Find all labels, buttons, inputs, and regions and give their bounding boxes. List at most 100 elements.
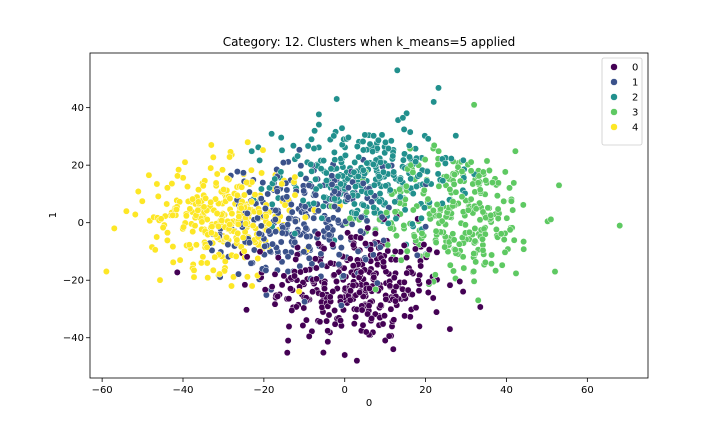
data-point-4 <box>233 236 241 244</box>
data-point-0 <box>370 273 378 281</box>
data-point-4 <box>190 273 198 281</box>
data-point-1 <box>344 184 352 192</box>
data-point-3 <box>420 186 428 194</box>
data-point-3 <box>520 238 528 246</box>
data-point-4 <box>244 138 252 146</box>
data-point-4 <box>281 201 289 209</box>
data-point-2 <box>359 166 367 174</box>
data-point-0 <box>312 264 320 272</box>
data-point-2 <box>278 146 286 154</box>
data-point-2 <box>396 193 404 201</box>
data-point-1 <box>302 175 310 183</box>
data-point-4 <box>243 179 251 186</box>
data-point-2 <box>363 159 371 167</box>
data-point-3 <box>484 204 492 212</box>
data-point-0 <box>379 320 387 328</box>
data-point-1 <box>380 237 388 244</box>
data-point-1 <box>233 168 241 176</box>
data-point-3 <box>438 217 446 225</box>
y-tick-label: 40 <box>71 103 84 114</box>
data-point-2 <box>361 131 369 139</box>
data-point-4 <box>213 210 221 217</box>
data-point-3 <box>407 161 415 169</box>
data-point-4 <box>154 192 162 200</box>
legend-marker-2 <box>610 93 618 101</box>
data-point-1 <box>257 222 265 230</box>
data-point-1 <box>310 214 318 222</box>
data-point-0 <box>403 254 411 262</box>
data-point-4 <box>200 203 208 211</box>
data-point-3 <box>489 179 496 186</box>
data-point-1 <box>224 241 232 249</box>
data-point-2 <box>439 177 447 185</box>
data-point-0 <box>324 327 332 335</box>
data-point-2 <box>359 138 367 145</box>
data-point-0 <box>365 284 373 292</box>
data-point-2 <box>399 156 407 164</box>
data-point-1 <box>335 260 343 268</box>
data-point-0 <box>380 258 387 266</box>
data-point-0 <box>314 230 322 238</box>
data-point-0 <box>391 297 399 305</box>
data-point-4 <box>240 247 248 255</box>
data-point-2 <box>334 172 342 180</box>
data-point-4 <box>232 252 240 260</box>
data-point-4 <box>122 207 130 215</box>
data-point-0 <box>400 241 408 249</box>
y-tick-label: 0 <box>78 218 84 229</box>
data-point-1 <box>288 208 296 216</box>
data-point-1 <box>331 187 339 195</box>
data-point-2 <box>367 188 375 196</box>
data-point-2 <box>353 143 361 150</box>
data-point-2 <box>352 210 360 218</box>
data-point-0 <box>429 294 437 302</box>
data-point-0 <box>415 322 423 330</box>
data-point-3 <box>383 209 390 217</box>
data-point-4 <box>189 195 197 203</box>
data-point-0 <box>446 281 454 289</box>
data-point-4 <box>163 200 171 208</box>
data-point-0 <box>356 288 363 296</box>
x-tick-label: −40 <box>172 385 193 396</box>
data-point-3 <box>616 222 624 230</box>
data-point-4 <box>102 268 110 275</box>
data-point-1 <box>243 209 251 217</box>
data-point-2 <box>374 136 382 144</box>
data-point-2 <box>423 168 431 175</box>
data-point-4 <box>207 229 215 237</box>
data-point-0 <box>325 311 333 319</box>
data-point-3 <box>467 158 475 166</box>
data-point-3 <box>488 251 496 259</box>
data-point-3 <box>450 236 458 244</box>
data-point-4 <box>212 195 219 203</box>
data-point-3 <box>461 221 469 229</box>
data-point-3 <box>451 246 459 254</box>
data-point-3 <box>551 268 559 276</box>
data-point-4 <box>240 191 248 199</box>
data-point-2 <box>359 146 367 154</box>
data-point-0 <box>425 278 433 286</box>
data-point-3 <box>487 211 495 219</box>
data-point-2 <box>271 175 279 183</box>
data-point-3 <box>396 186 404 193</box>
data-point-3 <box>435 212 443 220</box>
data-point-2 <box>416 171 424 179</box>
data-point-0 <box>392 283 400 291</box>
data-point-2 <box>344 134 352 141</box>
data-point-4 <box>194 198 202 206</box>
data-point-1 <box>208 246 216 254</box>
data-point-4 <box>138 197 146 205</box>
data-point-3 <box>449 198 457 206</box>
data-point-0 <box>367 245 375 253</box>
data-point-2 <box>366 140 374 148</box>
data-point-0 <box>362 240 369 248</box>
data-point-1 <box>254 214 262 222</box>
data-point-2 <box>459 156 467 164</box>
data-point-1 <box>296 262 304 270</box>
data-point-0 <box>274 254 282 262</box>
data-point-2 <box>297 170 305 178</box>
data-point-4 <box>169 258 177 266</box>
data-point-2 <box>390 168 398 176</box>
data-point-4 <box>218 217 226 225</box>
